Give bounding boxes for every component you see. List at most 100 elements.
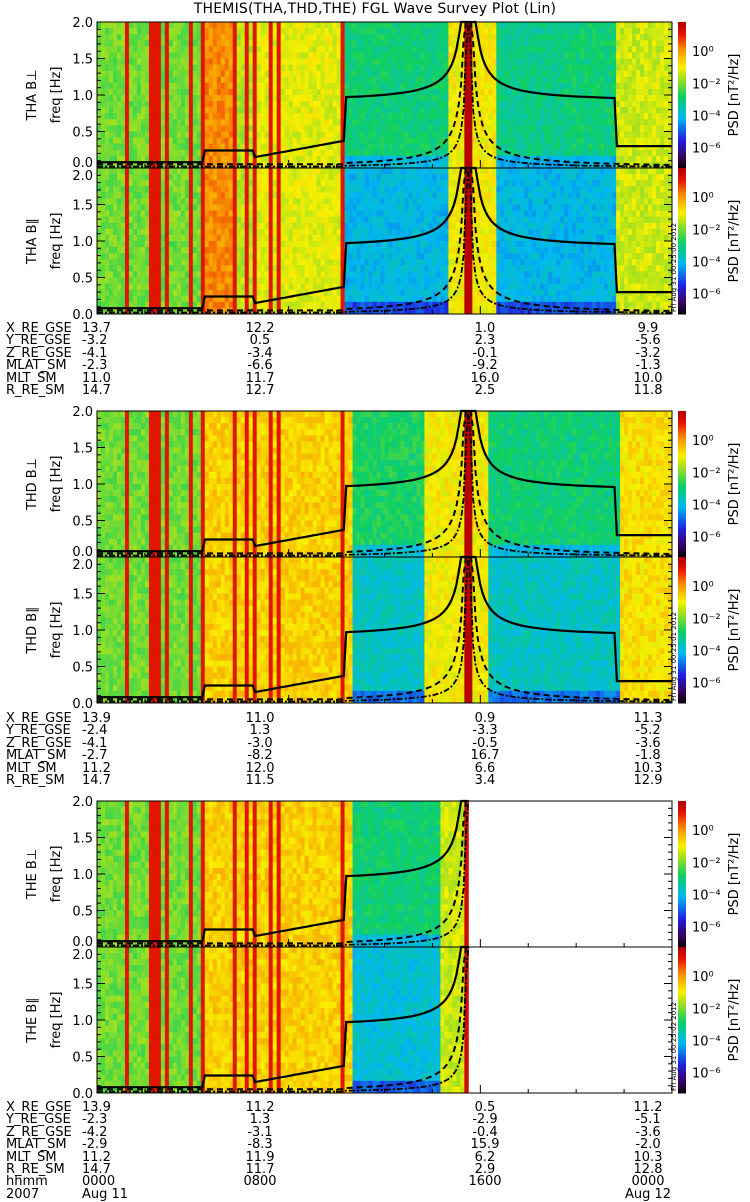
spectrogram-cell [305, 138, 309, 144]
spectrogram-cell [193, 89, 197, 95]
spectrogram-cell [241, 144, 245, 150]
spectrogram-cell [456, 150, 460, 156]
spectrogram-cell [293, 132, 297, 138]
spectrogram-cell [329, 52, 333, 58]
spectrogram-cell [105, 71, 109, 77]
spectrogram-cell [253, 101, 257, 107]
spectrogram-cell [333, 46, 337, 52]
spectrogram-cell [596, 71, 600, 77]
spectrogram-cell [392, 52, 396, 58]
spectrogram-cell [536, 22, 540, 28]
spectrogram-cell [141, 34, 145, 40]
spectrogram-cell [117, 22, 121, 28]
spectrogram-cell [257, 40, 261, 46]
spectrogram-cell [245, 113, 249, 119]
spectrogram-cell [309, 59, 313, 65]
spectrogram-cell [540, 150, 544, 156]
spectrogram-cell [285, 284, 289, 290]
spectrogram-cell [500, 59, 504, 65]
spectrogram-cell [305, 235, 309, 241]
spectrogram-cell [285, 180, 289, 186]
spectrogram-cell [189, 284, 193, 290]
spectrogram-cell [556, 150, 560, 156]
spectrogram-cell [297, 89, 301, 95]
spectrogram-cell [273, 107, 277, 113]
spectrogram-cell [488, 83, 492, 89]
spectrogram-cell [277, 59, 281, 65]
spectrogram-cell [201, 95, 205, 101]
spectrogram-cell [620, 138, 624, 144]
spectrogram-cell [213, 138, 217, 144]
spectrogram-cell [237, 28, 241, 34]
spectrogram-cell [544, 83, 548, 89]
spectrogram-cell [656, 150, 660, 156]
spectrogram-cell [353, 150, 357, 156]
spectrogram-cell [221, 211, 225, 217]
spectrogram-cell [592, 52, 596, 58]
spectrogram-cell [564, 101, 568, 107]
spectrogram-cell [145, 265, 149, 271]
spectrogram-cell [536, 34, 540, 40]
spectrogram-cell [369, 125, 373, 131]
spectrogram-cell [608, 119, 612, 125]
spectrogram-cell [337, 119, 341, 125]
spectrogram-cell [293, 259, 297, 265]
spectrogram-cell [400, 71, 404, 77]
spectrogram-cell [265, 59, 269, 65]
spectrogram-cell [369, 138, 373, 144]
spectrogram-cell [544, 138, 548, 144]
spectrogram-cell [261, 186, 265, 192]
spectrogram-cell [241, 125, 245, 131]
spectrogram-cell [233, 235, 237, 241]
spectrogram-cell [225, 65, 229, 71]
spectrogram-cell [277, 253, 281, 259]
spectrogram-cell [237, 65, 241, 71]
spectrogram-cell [205, 192, 209, 198]
spectrogram-cell [584, 65, 588, 71]
spectrogram-cell [656, 125, 660, 131]
spectrogram-cell [233, 144, 237, 150]
spectrogram-cell [317, 278, 321, 284]
spectrogram-cell [181, 46, 185, 52]
spectrogram-cell [109, 241, 113, 247]
spectrogram-cell [568, 71, 572, 77]
spectrogram-cell [141, 174, 145, 180]
spectrogram-cell [149, 235, 153, 241]
spectrogram-cell [377, 59, 381, 65]
spectrogram-cell [161, 52, 165, 58]
spectrogram-cell [624, 162, 628, 168]
spectrogram-cell [129, 95, 133, 101]
spectrogram-cell [197, 119, 201, 125]
spectrogram-cell [169, 186, 173, 192]
spectrogram-cell [257, 144, 261, 150]
spectrogram-cell [544, 101, 548, 107]
spectrogram-cell [373, 125, 377, 131]
spectrogram-cell [205, 156, 209, 162]
spectrogram-cell [377, 71, 381, 77]
spectrogram-cell [317, 265, 321, 271]
spectrogram-cell [205, 132, 209, 138]
spectrogram-cell [624, 83, 628, 89]
spectrogram-cell [540, 83, 544, 89]
spectrogram-cell [560, 22, 564, 28]
spectrogram-cell [265, 229, 269, 235]
spectrogram-cell [289, 192, 293, 198]
spectrogram-cell [209, 119, 213, 125]
spectrogram-cell [440, 95, 444, 101]
spectrogram-cell [121, 198, 125, 204]
spectrogram-cell [109, 247, 113, 253]
spectrogram-cell [201, 22, 205, 28]
spectrogram-cell [365, 138, 369, 144]
spectrogram-cell [221, 77, 225, 83]
spectrogram-cell [568, 144, 572, 150]
spectrogram-cell [285, 119, 289, 125]
spectrogram-cell [97, 22, 101, 28]
spectrogram-cell [125, 205, 129, 211]
spectrogram-cell [117, 259, 121, 265]
spectrogram-cell [201, 107, 205, 113]
spectrogram-cell [524, 150, 528, 156]
spectrogram-cell [145, 271, 149, 277]
spectrogram-cell [321, 247, 325, 253]
spectrogram-cell [309, 223, 313, 229]
spectrogram-cell [632, 95, 636, 101]
